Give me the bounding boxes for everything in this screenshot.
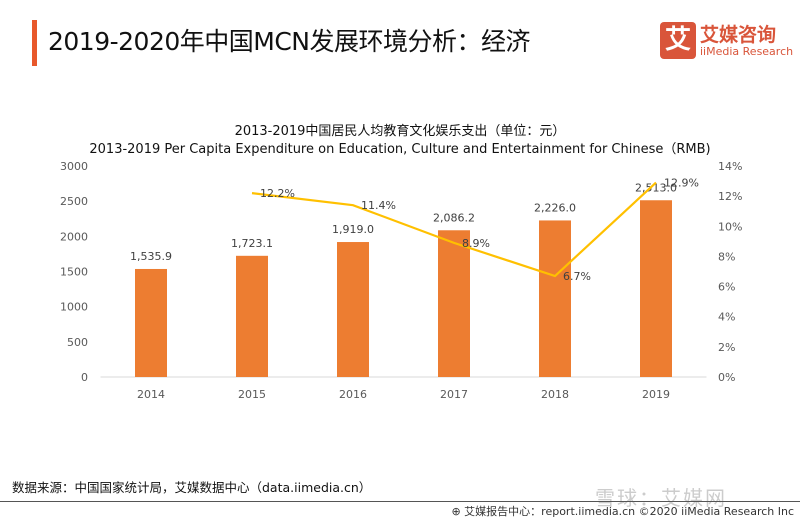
logo-mark: 艾 bbox=[660, 22, 696, 59]
y-right-tick: 4% bbox=[718, 311, 735, 324]
bar-label: 1,535.9 bbox=[130, 250, 172, 263]
y-left-tick: 0 bbox=[81, 371, 88, 384]
y-left-tick: 2000 bbox=[60, 230, 88, 243]
y-left-tick: 1000 bbox=[60, 301, 88, 314]
page-title: 2019-2020年中国MCN发展环境分析：经济 bbox=[48, 27, 531, 56]
y-right-tick: 0% bbox=[718, 371, 735, 384]
y-left-tick: 500 bbox=[67, 336, 88, 349]
y-left-tick: 3000 bbox=[60, 160, 88, 173]
bar-label: 2,086.2 bbox=[433, 211, 475, 224]
bar bbox=[539, 220, 571, 377]
bar bbox=[135, 268, 167, 377]
source-note: 数据来源：中国国家统计局，艾媒数据中心（data.iimedia.cn） bbox=[12, 480, 372, 495]
bar bbox=[337, 242, 369, 377]
logo: 艾 艾媒咨询 iiMedia Research bbox=[660, 22, 800, 62]
watermark: 雪球：艾媒网 bbox=[595, 486, 727, 510]
y-right-tick: 2% bbox=[718, 341, 735, 354]
y-right-tick: 6% bbox=[718, 281, 735, 294]
x-tick: 2019 bbox=[642, 388, 670, 401]
y-right-tick: 8% bbox=[718, 250, 735, 263]
y-right-tick: 12% bbox=[718, 190, 742, 203]
y-left-tick: 1500 bbox=[60, 266, 88, 279]
logo-en: iiMedia Research bbox=[700, 45, 794, 58]
bar bbox=[640, 200, 672, 377]
x-tick: 2015 bbox=[238, 388, 266, 401]
bar bbox=[236, 255, 268, 377]
chart-title: 2013-2019中国居民人均教育文化娱乐支出（单位：元） bbox=[234, 124, 566, 139]
line-label: 8.9% bbox=[462, 237, 490, 250]
x-tick: 2018 bbox=[541, 388, 569, 401]
x-tick: 2016 bbox=[339, 388, 367, 401]
chart-subtitle: 2013-2019 Per Capita Expenditure on Educ… bbox=[89, 142, 711, 157]
footer-report: ⊕ 艾媒报告中心：report.iimedia.cn ©2020 iiMedia… bbox=[451, 505, 794, 518]
logo-cn: 艾媒咨询 bbox=[700, 24, 777, 46]
x-tick: 2014 bbox=[137, 388, 165, 401]
bar-label: 1,919.0 bbox=[332, 223, 374, 236]
bar-label: 2,226.0 bbox=[534, 201, 576, 214]
line-label: 11.4% bbox=[361, 199, 396, 212]
y-left-tick: 2500 bbox=[60, 195, 88, 208]
bar-label: 1,723.1 bbox=[231, 237, 273, 250]
x-tick: 2017 bbox=[440, 388, 468, 401]
divider bbox=[0, 501, 800, 502]
line-label: 12.2% bbox=[260, 187, 295, 200]
bar bbox=[438, 230, 470, 377]
y-right-tick: 14% bbox=[718, 160, 742, 173]
title-accent-bar bbox=[32, 20, 37, 66]
y-right-tick: 10% bbox=[718, 220, 742, 233]
line-label: 6.7% bbox=[563, 270, 591, 283]
line-label: 12.9% bbox=[664, 177, 699, 190]
line-series bbox=[251, 181, 657, 278]
